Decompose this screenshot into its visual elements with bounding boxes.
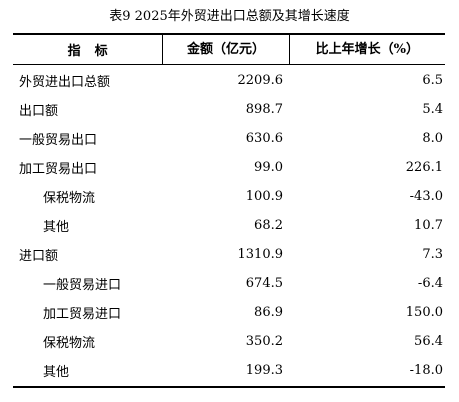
row-indicator-name: 出口额 <box>19 104 59 119</box>
row-growth-value: 5.4 <box>422 102 443 117</box>
table-row: 一般贸易出口 630.6 8.0 <box>13 124 445 153</box>
header-growth: 比上年增长（%） <box>288 35 445 64</box>
row-amount-value: 2209.6 <box>237 73 284 88</box>
row-growth-value: 8.0 <box>422 131 443 146</box>
row-growth-value: 56.4 <box>414 334 443 349</box>
row-growth-value: -43.0 <box>409 189 443 204</box>
row-growth-value: 150.0 <box>405 305 443 320</box>
row-amount-value: 1310.9 <box>237 247 284 262</box>
row-growth-value: -6.4 <box>417 276 443 291</box>
table-row: 一般贸易进口 674.5 -6.4 <box>13 269 445 298</box>
row-amount-value: 86.9 <box>254 305 283 320</box>
table-row: 保税物流 100.9 -43.0 <box>13 182 445 211</box>
table-body: 外贸进出口总额 2209.6 6.5 出口额 898.7 5.4 一般贸易出口 630.6 8.… <box>13 65 445 386</box>
table-row: 出口额 898.7 5.4 <box>13 95 445 124</box>
table-title: 表9 2025年外贸进出口总额及其增长速度 <box>109 9 350 24</box>
row-indicator-name: 一般贸易出口 <box>19 133 98 148</box>
row-growth-value: -18.0 <box>409 363 443 378</box>
table-row: 加工贸易出口 99.0 226.1 <box>13 153 445 182</box>
table-row: 保税物流 350.2 56.4 <box>13 327 445 356</box>
row-indicator-name: 进口额 <box>19 249 59 264</box>
row-amount-value: 674.5 <box>245 276 283 291</box>
row-indicator-name: 其他 <box>43 220 70 235</box>
table-row: 外贸进出口总额 2209.6 6.5 <box>13 66 445 95</box>
row-amount-value: 99.0 <box>254 160 283 175</box>
table-header-row: 指标 金额（亿元） 比上年增长（%） <box>13 35 445 65</box>
row-amount-value: 199.3 <box>245 363 283 378</box>
row-indicator-name: 加工贸易出口 <box>19 162 98 177</box>
table-row: 进口额 1310.9 7.3 <box>13 240 445 269</box>
row-amount-value: 898.7 <box>245 102 283 117</box>
header-indicator: 指标 <box>67 44 122 59</box>
row-growth-value: 10.7 <box>414 218 443 233</box>
trade-table: 指标 金额（亿元） 比上年增长（%） 外贸进出口总额 2209.6 6.5 出口额 89… <box>13 33 445 388</box>
table-row: 其他 199.3 -18.0 <box>13 356 445 385</box>
header-amount: 金额（亿元） <box>162 35 288 64</box>
row-growth-value: 226.1 <box>405 160 443 175</box>
row-indicator-name: 外贸进出口总额 <box>19 75 111 90</box>
table-row: 其他 68.2 10.7 <box>13 211 445 240</box>
table-row: 加工贸易进口 86.9 150.0 <box>13 298 445 327</box>
row-indicator-name: 保税物流 <box>43 191 96 206</box>
row-amount-value: 68.2 <box>254 218 283 233</box>
row-indicator-name: 其他 <box>43 365 70 380</box>
row-amount-value: 630.6 <box>245 131 283 146</box>
row-amount-value: 100.9 <box>245 189 283 204</box>
row-growth-value: 7.3 <box>422 247 443 262</box>
row-indicator-name: 加工贸易进口 <box>43 307 122 322</box>
row-growth-value: 6.5 <box>422 73 443 88</box>
row-indicator-name: 保税物流 <box>43 336 96 351</box>
row-amount-value: 350.2 <box>245 334 283 349</box>
row-indicator-name: 一般贸易进口 <box>43 278 122 293</box>
